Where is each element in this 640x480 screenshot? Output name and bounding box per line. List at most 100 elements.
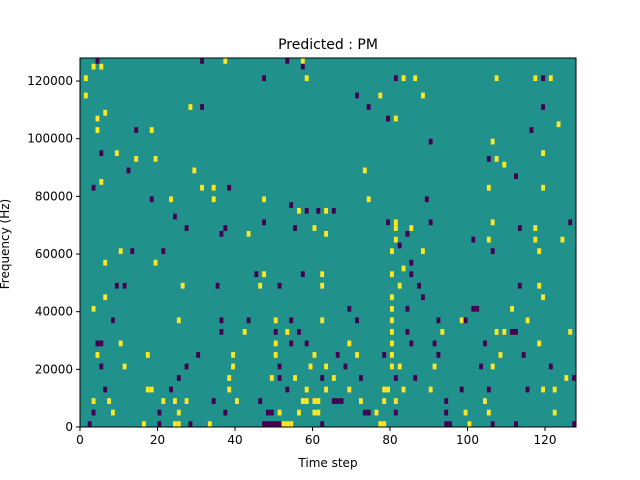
heatmap-cell	[95, 340, 100, 347]
heatmap-cell	[486, 184, 491, 191]
heatmap-cell	[134, 127, 139, 133]
heatmap-cell	[432, 363, 437, 370]
heatmap-cell	[421, 248, 425, 255]
heatmap-cell	[409, 340, 414, 347]
heatmap-cell	[176, 317, 181, 324]
heatmap-cell	[463, 409, 468, 416]
heatmap-cell	[289, 202, 294, 208]
heatmap-cell	[176, 421, 181, 427]
heatmap-cell	[149, 386, 154, 393]
heatmap-cell	[355, 352, 360, 358]
heatmap-cell	[359, 375, 363, 381]
heatmap-cell	[514, 328, 518, 335]
heatmap-cell	[153, 259, 158, 266]
heatmap-cell	[366, 196, 371, 203]
heatmap-cell	[405, 328, 410, 335]
heatmap-cell	[173, 398, 177, 404]
heatmap-cell	[169, 196, 174, 203]
y-tick-label: 120000	[27, 74, 73, 88]
heatmap-cell	[490, 138, 495, 145]
heatmap-cell	[541, 294, 546, 301]
heatmap-cell	[471, 236, 476, 243]
heatmap-cell	[502, 161, 507, 168]
heatmap-cell	[514, 421, 518, 427]
heatmap-cell	[231, 363, 236, 370]
heatmap-cell	[273, 328, 278, 335]
heatmap-cell	[200, 184, 205, 191]
heatmap-cell	[277, 282, 282, 289]
heatmap-cell	[316, 207, 321, 214]
heatmap-cell	[130, 248, 135, 255]
heatmap-cell	[390, 363, 394, 370]
heatmap-cell	[483, 398, 487, 404]
x-tick-label: 40	[227, 433, 242, 447]
heatmap-cell	[289, 340, 294, 347]
heatmap-cell	[514, 173, 518, 180]
heatmap-cell	[537, 282, 542, 289]
heatmap-cell	[564, 375, 569, 381]
heatmap-cell	[490, 421, 495, 427]
heatmap-cell	[304, 398, 309, 404]
heatmap-cell	[262, 219, 267, 226]
heatmap-cell	[91, 398, 96, 404]
heatmap-cell	[444, 421, 449, 427]
heatmap-cell	[157, 409, 162, 416]
heatmap-cell	[494, 328, 499, 335]
heatmap-cell	[324, 230, 329, 237]
heatmap-cell	[498, 352, 503, 358]
heatmap-cell	[99, 150, 104, 157]
heatmap-cell	[568, 219, 573, 226]
heatmap-cell	[273, 421, 278, 427]
heatmap-cell	[517, 282, 522, 289]
heatmap-cell	[390, 271, 394, 278]
heatmap-cell	[192, 167, 197, 174]
heatmap-cell	[149, 196, 154, 203]
heatmap-cell	[285, 328, 290, 335]
y-tick-label: 100000	[27, 132, 73, 146]
heatmap-cell	[145, 352, 150, 358]
heatmap-cell	[409, 271, 414, 278]
heatmap-cell	[324, 207, 329, 214]
heatmap-cell	[277, 409, 282, 416]
heatmap-cell	[91, 63, 96, 70]
heatmap-cell	[362, 409, 367, 416]
heatmap-cell	[339, 398, 344, 404]
heatmap-cell	[269, 409, 274, 416]
heatmap-cell	[83, 75, 88, 82]
heatmap-cell	[541, 184, 546, 191]
heatmap-cell	[188, 104, 193, 110]
heatmap-cell	[521, 352, 526, 358]
x-tick-label: 100	[456, 433, 479, 447]
heatmap-cell	[161, 248, 166, 255]
heatmap-cell	[312, 398, 317, 404]
heatmap-cell	[537, 340, 542, 347]
heatmap-cell	[424, 196, 429, 203]
heatmap-cell	[277, 375, 282, 381]
heatmap-cell	[293, 225, 298, 231]
heatmap-cell	[118, 248, 123, 255]
heatmap-cell	[281, 421, 286, 427]
heatmap-cell	[173, 421, 177, 427]
heatmap-cell	[479, 363, 484, 370]
y-axis: 0 20000 40000 60000 80000 100000 120000	[27, 74, 80, 434]
heatmap-cell	[463, 317, 468, 324]
heatmap-cell	[312, 352, 317, 358]
heatmap-cell	[316, 398, 321, 404]
heatmap-cell	[242, 328, 247, 335]
heatmap-cell	[227, 375, 232, 381]
heatmap-cell	[572, 421, 577, 427]
heatmap-cell	[331, 207, 336, 214]
heatmap-cell	[378, 92, 383, 99]
heatmap-cell	[134, 156, 139, 162]
x-tick-label: 60	[305, 433, 320, 447]
heatmap-cell	[169, 386, 174, 393]
heatmap-cell	[324, 363, 329, 370]
heatmap-cell	[223, 58, 228, 64]
heatmap-cell	[95, 115, 100, 122]
heatmap-cell	[502, 328, 507, 335]
heatmap-cell	[300, 58, 305, 64]
x-axis-label: Time step	[297, 456, 357, 470]
heatmap-cell	[382, 352, 387, 358]
heatmap-cell	[153, 156, 158, 162]
heatmap-cell	[393, 115, 398, 122]
